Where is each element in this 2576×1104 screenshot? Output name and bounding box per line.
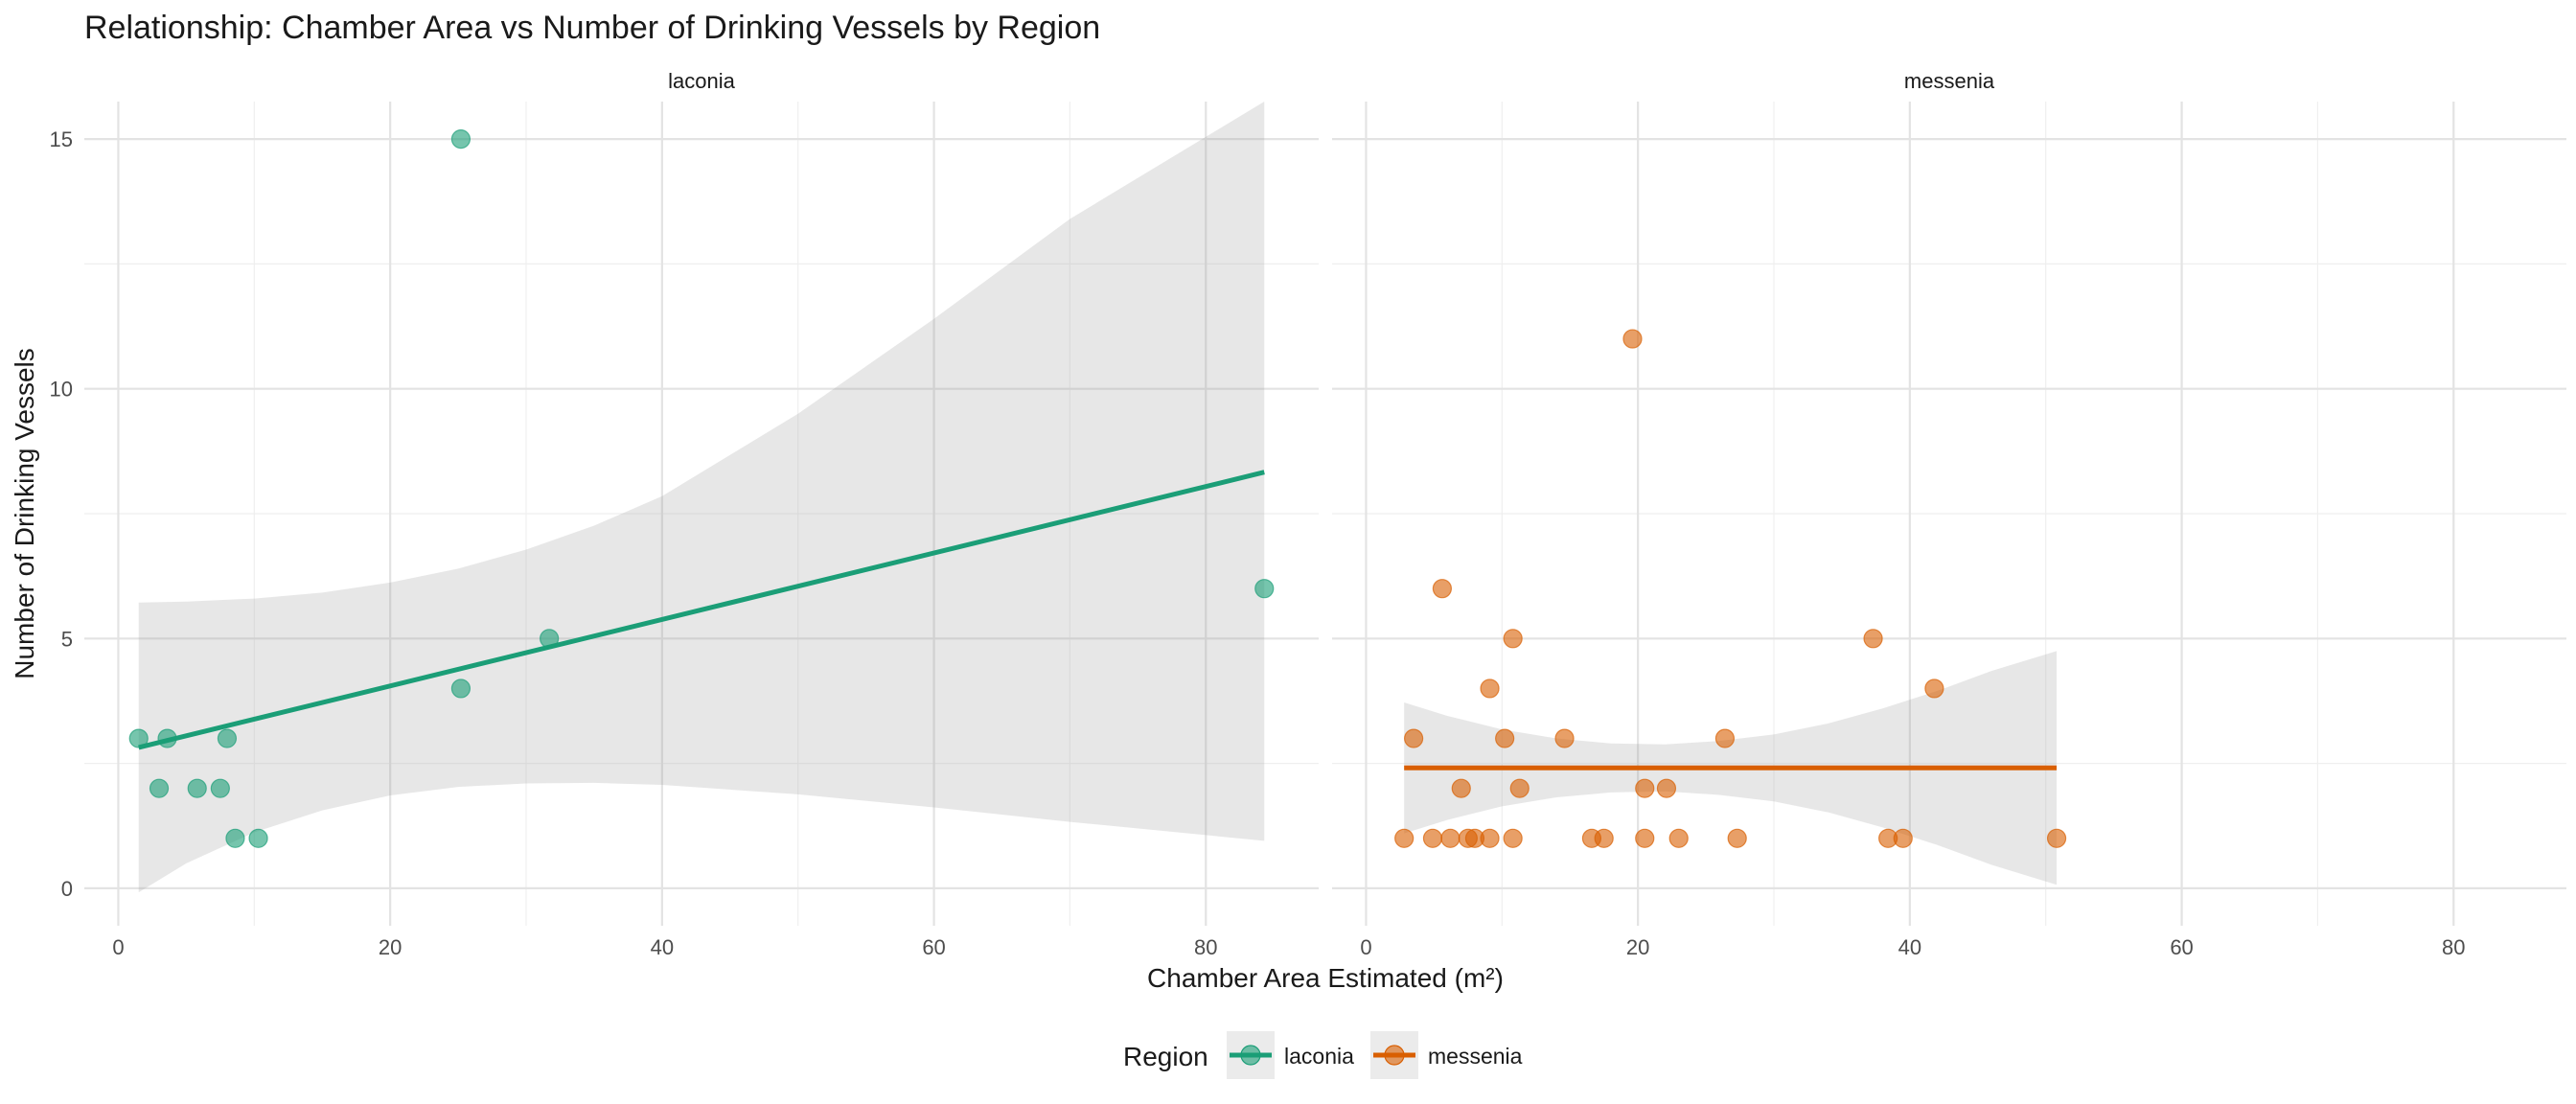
x-tick-label: 40 (651, 935, 674, 959)
y-tick-label: 15 (50, 127, 73, 151)
data-point-messenia (1504, 630, 1522, 648)
x-tick-label: 0 (112, 935, 124, 959)
chart: Relationship: Chamber Area vs Number of … (0, 0, 2576, 1104)
data-point-messenia (1423, 829, 1441, 847)
y-tick-label: 5 (61, 627, 73, 651)
x-tick-label: 60 (2170, 935, 2193, 959)
data-point-messenia (1555, 729, 1574, 748)
x-tick-label: 20 (1626, 935, 1649, 959)
data-point-laconia (451, 130, 470, 149)
x-axis-title: Chamber Area Estimated (m²) (1147, 963, 1504, 993)
data-point-messenia (1715, 729, 1734, 748)
y-tick-label: 0 (61, 877, 73, 901)
x-tick-label: 0 (1360, 935, 1371, 959)
data-point-messenia (1496, 729, 1514, 748)
data-point-laconia (451, 679, 470, 698)
data-point-messenia (1452, 779, 1470, 797)
facet-label-laconia: laconia (668, 69, 735, 93)
facet-label-messenia: messenia (1904, 69, 1995, 93)
data-point-messenia (1864, 630, 1882, 648)
confidence-band-laconia (139, 102, 1265, 892)
data-point-messenia (1595, 829, 1613, 847)
data-point-messenia (1481, 829, 1499, 847)
data-point-messenia (1728, 829, 1746, 847)
data-point-laconia (540, 630, 559, 648)
chart-title: Relationship: Chamber Area vs Number of … (84, 10, 1100, 46)
data-point-laconia (226, 829, 244, 847)
data-point-laconia (211, 779, 229, 797)
data-point-laconia (129, 729, 148, 748)
x-tick-label: 80 (1194, 935, 1217, 959)
data-point-laconia (158, 729, 176, 748)
panel-messenia: messenia 0 20 40 60 80 (1332, 69, 2566, 959)
x-tick-label: 80 (2442, 935, 2465, 959)
x-tick-label: 40 (1898, 935, 1921, 959)
data-point-messenia (1657, 779, 1675, 797)
data-point-messenia (1623, 330, 1642, 348)
x-tick-label: 20 (379, 935, 402, 959)
data-point-messenia (1395, 829, 1414, 847)
data-point-messenia (1510, 779, 1529, 797)
data-point-laconia (1255, 580, 1274, 598)
legend-label-messenia: messenia (1428, 1044, 1523, 1069)
legend-key-point-laconia (1241, 1046, 1260, 1065)
y-axis-title: Number of Drinking Vessels (10, 348, 39, 678)
data-point-messenia (1669, 829, 1688, 847)
data-point-laconia (150, 779, 169, 797)
data-point-messenia (1504, 829, 1522, 847)
data-point-laconia (218, 729, 236, 748)
x-tick-label: 60 (922, 935, 945, 959)
data-point-messenia (1441, 829, 1460, 847)
legend-key-point-messenia (1385, 1046, 1404, 1065)
legend: Region laconia messenia (1123, 1031, 1523, 1079)
data-point-messenia (1894, 829, 1912, 847)
data-point-messenia (1636, 779, 1654, 797)
data-point-messenia (1481, 679, 1499, 698)
data-point-messenia (1405, 729, 1423, 748)
legend-label-laconia: laconia (1284, 1044, 1354, 1069)
data-point-laconia (249, 829, 267, 847)
data-point-messenia (2048, 829, 2066, 847)
legend-title: Region (1123, 1042, 1208, 1071)
y-tick-label: 10 (50, 378, 73, 402)
data-point-messenia (1925, 679, 1944, 698)
data-point-messenia (1636, 829, 1654, 847)
data-point-messenia (1433, 580, 1451, 598)
data-point-laconia (188, 779, 206, 797)
panel-laconia: laconia 0 20 40 60 80 0 5 10 15 (50, 69, 1319, 959)
